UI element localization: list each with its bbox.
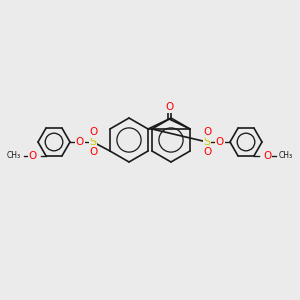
Text: O: O (263, 151, 271, 161)
Text: O: O (89, 127, 97, 137)
Text: S: S (89, 137, 97, 147)
Text: O: O (216, 137, 224, 147)
Text: O: O (165, 102, 173, 112)
Text: O: O (203, 147, 211, 157)
Text: O: O (76, 137, 84, 147)
Text: CH₃: CH₃ (7, 152, 21, 160)
Text: S: S (203, 137, 211, 147)
Text: O: O (29, 151, 37, 161)
Text: O: O (203, 127, 211, 137)
Text: O: O (89, 147, 97, 157)
Text: CH₃: CH₃ (279, 152, 293, 160)
